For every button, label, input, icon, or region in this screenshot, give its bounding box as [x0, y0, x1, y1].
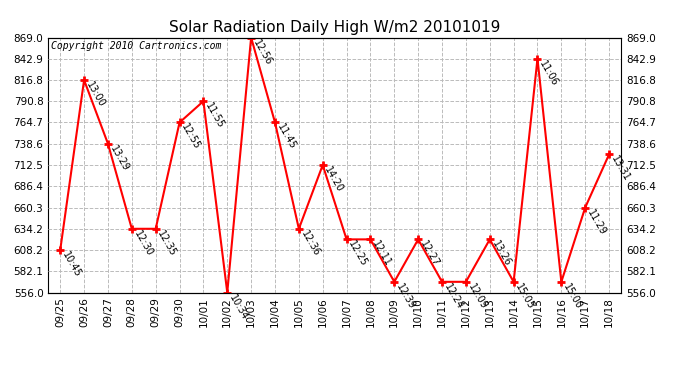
Text: 11:45: 11:45 [275, 123, 297, 152]
Text: 13:00: 13:00 [84, 80, 107, 109]
Text: 12:11: 12:11 [371, 239, 393, 268]
Text: 12:39: 12:39 [394, 282, 417, 311]
Text: 12:36: 12:36 [299, 229, 322, 258]
Text: 14:20: 14:20 [323, 165, 345, 194]
Text: 13:31: 13:31 [609, 154, 631, 183]
Text: 12:27: 12:27 [418, 239, 441, 269]
Text: 12:09: 12:09 [466, 282, 489, 311]
Text: 12:55: 12:55 [179, 123, 202, 152]
Text: 12:25: 12:25 [346, 239, 369, 269]
Text: 12:24: 12:24 [442, 282, 464, 311]
Text: 12:30: 12:30 [132, 229, 155, 258]
Text: 11:29: 11:29 [585, 207, 608, 237]
Text: 10:45: 10:45 [60, 250, 83, 279]
Title: Solar Radiation Daily High W/m2 20101019: Solar Radiation Daily High W/m2 20101019 [169, 20, 500, 35]
Text: 12:56: 12:56 [251, 38, 274, 67]
Text: 12:35: 12:35 [156, 229, 178, 258]
Text: 11:06: 11:06 [538, 59, 560, 88]
Text: 15:00: 15:00 [562, 282, 584, 311]
Text: 10:34: 10:34 [227, 292, 250, 321]
Text: Copyright 2010 Cartronics.com: Copyright 2010 Cartronics.com [51, 41, 221, 51]
Text: 13:26: 13:26 [490, 239, 513, 268]
Text: 13:29: 13:29 [108, 144, 130, 173]
Text: 15:05: 15:05 [513, 282, 536, 311]
Text: 11:55: 11:55 [204, 101, 226, 130]
